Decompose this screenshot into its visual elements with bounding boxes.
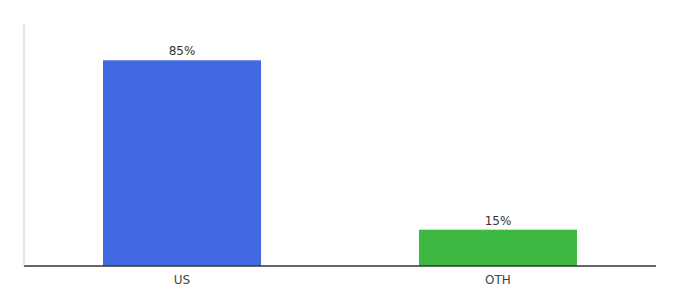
chart: 85% 15% US OTH [0,0,680,300]
bar [103,60,261,266]
x-axis-line [24,265,656,267]
bars [103,60,577,266]
bar [419,230,577,266]
data-label: 85% [169,44,196,58]
x-ticks: US OTH [174,273,511,287]
data-labels: 85% 15% [169,44,512,227]
x-tick-label: US [174,273,190,287]
x-tick-label: OTH [485,273,511,287]
chart-container: 85% 15% US OTH [0,0,680,300]
data-label: 15% [485,214,512,228]
y-axis-line [24,24,25,266]
